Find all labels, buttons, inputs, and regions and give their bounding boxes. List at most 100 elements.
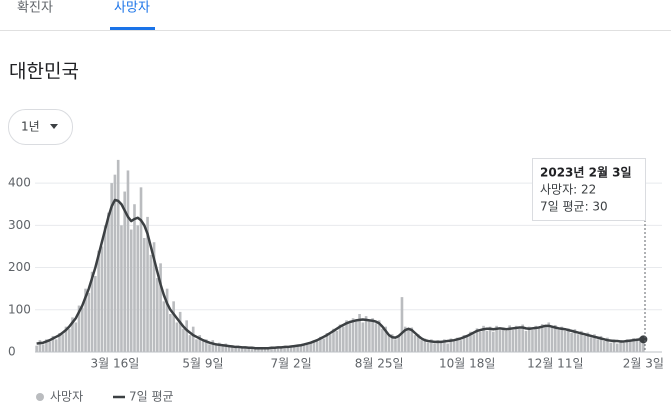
bar [142, 238, 146, 352]
bar [397, 335, 401, 352]
bar [289, 345, 293, 352]
bar [231, 345, 234, 352]
bar [602, 341, 606, 352]
bar [162, 301, 166, 352]
bar [537, 328, 541, 352]
bar [446, 343, 449, 352]
bar [563, 330, 567, 352]
bar [110, 183, 113, 352]
bar [103, 225, 107, 352]
bar [338, 324, 342, 352]
bar [198, 335, 202, 352]
bar [495, 325, 498, 352]
bar [553, 324, 557, 352]
bar [420, 340, 423, 352]
bar [185, 320, 188, 352]
bar [80, 307, 84, 352]
bar [240, 348, 244, 352]
bar [315, 341, 319, 352]
bar [283, 346, 286, 352]
bar [413, 335, 417, 352]
bar [511, 330, 515, 352]
bar [218, 342, 221, 352]
bar [570, 333, 573, 352]
legend-swatch [36, 393, 44, 401]
bar [527, 326, 531, 352]
x-tick-label: 10월 18일 [439, 357, 495, 371]
bar [407, 328, 410, 352]
bar [505, 330, 508, 352]
tooltip-title: 2023년 2월 3일 [540, 165, 632, 180]
bar [276, 346, 280, 352]
bar [319, 336, 322, 352]
bar [524, 330, 528, 352]
bar [567, 328, 570, 352]
bar [492, 331, 495, 352]
bar [482, 325, 485, 352]
bar [583, 335, 586, 352]
bar [449, 338, 453, 352]
bar [498, 330, 502, 352]
hover-point [639, 335, 648, 344]
bar [286, 347, 290, 352]
bar [71, 317, 74, 352]
bar [361, 322, 365, 352]
bar [465, 337, 469, 352]
bar [638, 337, 642, 352]
bar [237, 346, 241, 352]
bar [381, 328, 384, 352]
bar [273, 348, 277, 352]
bar [384, 326, 387, 352]
bar [266, 348, 270, 352]
bar [364, 316, 368, 352]
bar [322, 338, 325, 352]
tab-active[interactable]: 사망자 [114, 1, 150, 16]
bar [394, 339, 397, 352]
bar [306, 342, 309, 352]
bar [368, 321, 371, 352]
bar [253, 349, 257, 352]
bar [377, 320, 381, 352]
bar [61, 334, 65, 352]
bar [312, 340, 316, 352]
bar [296, 346, 299, 352]
tab[interactable]: 확진자 [17, 1, 53, 16]
bar [94, 276, 97, 352]
bar [279, 347, 283, 352]
bar [374, 323, 378, 352]
bar [550, 327, 554, 352]
dropdown-arrow[interactable] [50, 124, 58, 129]
bar [400, 297, 404, 352]
bar [625, 339, 629, 352]
bar [599, 335, 603, 352]
bar [302, 345, 306, 352]
bar [227, 346, 231, 352]
x-tick-label: 3월 16일 [91, 357, 140, 371]
bar [201, 341, 205, 352]
bar [410, 327, 414, 352]
bar [371, 318, 374, 352]
y-tick-label: 400 [8, 176, 31, 190]
bar [514, 325, 518, 352]
bar [35, 345, 38, 352]
bar [41, 344, 45, 352]
range-label[interactable]: 1년 [21, 120, 40, 134]
bar [195, 339, 198, 352]
range-button[interactable] [8, 109, 73, 145]
bar [325, 333, 329, 352]
bar [580, 330, 583, 352]
bar [475, 328, 479, 352]
bar [573, 329, 577, 352]
bar [97, 250, 100, 352]
bar [247, 348, 250, 352]
bar [257, 347, 260, 352]
bar [436, 340, 440, 352]
bar [488, 326, 492, 352]
bar [67, 328, 71, 352]
bar [345, 320, 348, 352]
bar [260, 348, 264, 352]
bar [244, 346, 247, 352]
bar [156, 278, 159, 352]
bar [270, 346, 273, 352]
bar [521, 324, 524, 352]
